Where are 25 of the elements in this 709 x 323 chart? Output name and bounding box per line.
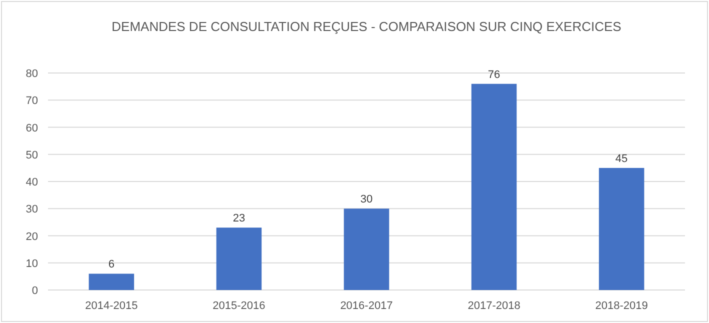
y-tick-label: 0: [32, 285, 38, 297]
data-label: 45: [615, 152, 628, 165]
x-tick-label: 2015-2016: [212, 300, 266, 312]
y-tick-label: 20: [26, 230, 38, 243]
y-tick-label: 10: [26, 258, 38, 270]
bar: [88, 274, 134, 290]
bar: [216, 228, 262, 290]
y-tick-label: 30: [26, 204, 38, 216]
bar: [471, 84, 517, 290]
x-tick-label: 2014-2015: [85, 300, 138, 312]
data-label: 6: [108, 258, 115, 271]
x-tick-label: 2016-2017: [340, 300, 393, 312]
chart-title: DEMANDES DE CONSULTATION REÇUES - COMPARAISON SUR CINQ EXERCICES: [112, 19, 622, 34]
y-tick-label: 60: [26, 122, 38, 134]
bar: [598, 168, 644, 290]
x-tick-label: 2017-2018: [468, 300, 520, 312]
x-tick-label: 2018-2019: [595, 300, 648, 312]
y-tick-label: 80: [26, 68, 38, 80]
data-label: 30: [360, 194, 373, 206]
data-label: 76: [488, 68, 500, 81]
y-tick-label: 40: [26, 176, 38, 188]
bar: [344, 208, 390, 290]
y-tick-label: 70: [26, 95, 38, 108]
data-label: 23: [232, 212, 246, 225]
y-tick-label: 50: [26, 149, 38, 162]
